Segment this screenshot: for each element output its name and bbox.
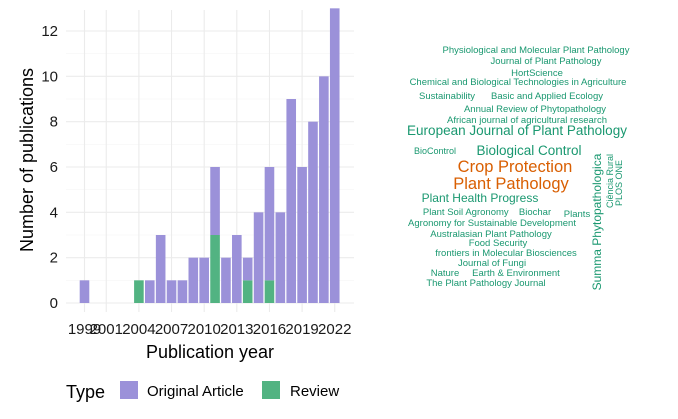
x-tick-label: 2013 [220, 321, 253, 338]
wordcloud-word: BioControl [414, 146, 456, 156]
wordcloud-word: Earth & Environment [472, 268, 560, 279]
y-tick-label: 2 [50, 250, 58, 267]
wordcloud-word: Sustainability [419, 91, 475, 102]
wordcloud-word: Biological Control [476, 143, 581, 158]
bar-review [264, 280, 275, 303]
y-tick-label: 0 [50, 295, 58, 312]
bar-original-article [199, 257, 209, 303]
wordcloud-word: Journal of Fungi [458, 258, 526, 269]
wordcloud-word: Basic and Applied Ecology [491, 91, 603, 102]
wordcloud-word: HortScience [511, 68, 563, 79]
bar-original-article [242, 257, 253, 281]
wordcloud-word: European Journal of Plant Pathology [407, 123, 627, 138]
bar-original-article [275, 212, 286, 303]
wordcloud-word: Ciência Rural [605, 154, 615, 208]
y-axis-ticks: 0 2 4 6 8 10 12 [41, 23, 58, 312]
wordcloud-word: Chemical and Biological Technologies in … [410, 77, 627, 88]
bar-original-article [319, 76, 329, 303]
journal-wordcloud: Physiological and Molecular Plant Pathol… [407, 45, 630, 290]
legend-label: Original Article [147, 383, 244, 400]
bar-original-article [286, 99, 297, 303]
x-tick-label: 2004 [122, 321, 155, 338]
y-tick-label: 12 [41, 23, 58, 40]
bar-original-article [221, 257, 231, 303]
bar-original-article [177, 280, 188, 303]
bar-original-article [297, 167, 307, 303]
bar-review [134, 280, 144, 303]
legend: Type Original Article Review [66, 381, 339, 402]
wordcloud-word: Annual Review of Phytopathology [464, 104, 606, 115]
y-tick-label: 4 [50, 204, 58, 221]
wordcloud-word: Nature [431, 268, 460, 279]
bar-original-article [253, 212, 264, 303]
x-tick-label: 2001 [90, 321, 123, 338]
y-tick-label: 6 [50, 159, 58, 176]
bar-original-article [210, 167, 220, 235]
bar-original-article [232, 235, 242, 303]
legend-label: Review [290, 383, 339, 400]
wordcloud-word: Journal of Plant Pathology [491, 56, 602, 67]
wordcloud-word: Plants [564, 209, 591, 220]
bar-review [242, 280, 253, 303]
x-tick-label: 2007 [155, 321, 188, 338]
wordcloud-word: Agronomy [465, 207, 509, 218]
bar-original-article [155, 235, 166, 303]
wordcloud-word: Physiological and Molecular Plant Pathol… [443, 45, 630, 56]
wordcloud-word: African journal of agricultural research [447, 115, 607, 126]
wordcloud-word: PLOS ONE [614, 160, 624, 206]
x-tick-label: 1999 [68, 321, 101, 338]
bar-review [210, 235, 220, 303]
wordcloud-word: Plant Health Progress [422, 191, 539, 205]
bar-original-article [188, 257, 199, 303]
bar-original-article [79, 280, 90, 303]
legend-key-original-article [120, 381, 138, 399]
x-tick-label: 2016 [253, 321, 286, 338]
wordcloud-word: Plant Soil [423, 207, 463, 218]
wordcloud-word: The Plant Pathology Journal [426, 278, 545, 289]
y-axis-title: Number of publications [17, 68, 37, 252]
bar-original-article [308, 121, 318, 304]
wordcloud-word: Summa Phytopathologica [590, 153, 604, 290]
x-tick-label: 2010 [187, 321, 220, 338]
legend-key-review [262, 381, 280, 399]
bar-original-article [166, 280, 177, 303]
x-tick-label: 2019 [285, 321, 318, 338]
bars [79, 8, 340, 304]
y-tick-label: 10 [41, 68, 58, 85]
wordcloud-word: frontiers in Molecular Biosciences [435, 248, 577, 259]
x-tick-label: 2022 [318, 321, 351, 338]
wordcloud-word: Food Security [469, 238, 528, 249]
bar-original-article [329, 8, 340, 303]
x-axis-title: Publication year [146, 342, 274, 362]
wordcloud-word: Crop Protection [458, 158, 573, 176]
y-tick-label: 8 [50, 114, 58, 131]
legend-title: Type [66, 382, 105, 402]
bar-original-article [144, 280, 155, 303]
wordcloud-word: Australasian Plant Pathology [430, 229, 552, 240]
wordcloud-word: Plant Pathology [453, 175, 569, 193]
wordcloud-word: Biochar [519, 207, 551, 218]
wordcloud-word: Agronomy for Sustainable Development [408, 218, 576, 229]
bar-original-article [264, 167, 275, 281]
